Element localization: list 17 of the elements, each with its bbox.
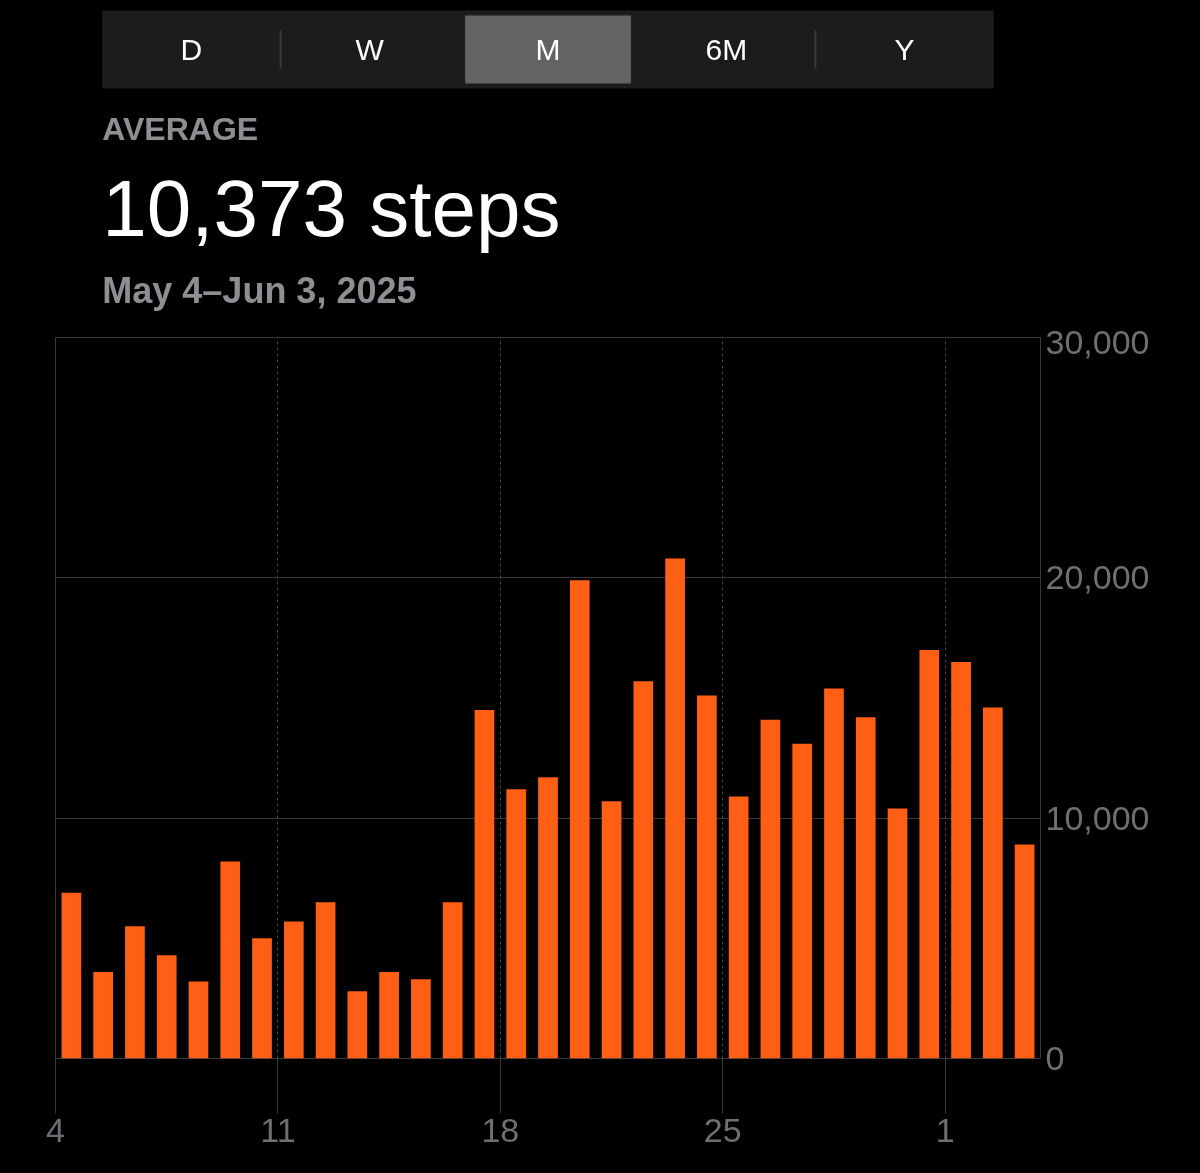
text: D [180, 33, 203, 66]
x-tick-label: 1 [935, 1110, 955, 1149]
x-tick-label: 25 [703, 1110, 742, 1149]
text: 6M [705, 33, 748, 66]
text: May 4–Jun 3, 2025 [102, 270, 417, 311]
x-tick-label: 4 [46, 1110, 65, 1149]
y-tick-label: 0 [1045, 1039, 1065, 1077]
y-tick-label: 20,000 [1045, 558, 1150, 597]
y-tick-label: 30,000 [1045, 322, 1150, 361]
chart-title: AVERAGE [102, 110, 259, 147]
x-tick-label: 11 [260, 1110, 296, 1149]
chart-subtitle: 10,373 steps [102, 164, 561, 253]
text: Y [894, 33, 915, 66]
text: M [535, 33, 561, 66]
x-tick-label: 18 [481, 1110, 520, 1149]
y-tick-label: 10,000 [1045, 798, 1150, 837]
text: W [355, 33, 385, 66]
